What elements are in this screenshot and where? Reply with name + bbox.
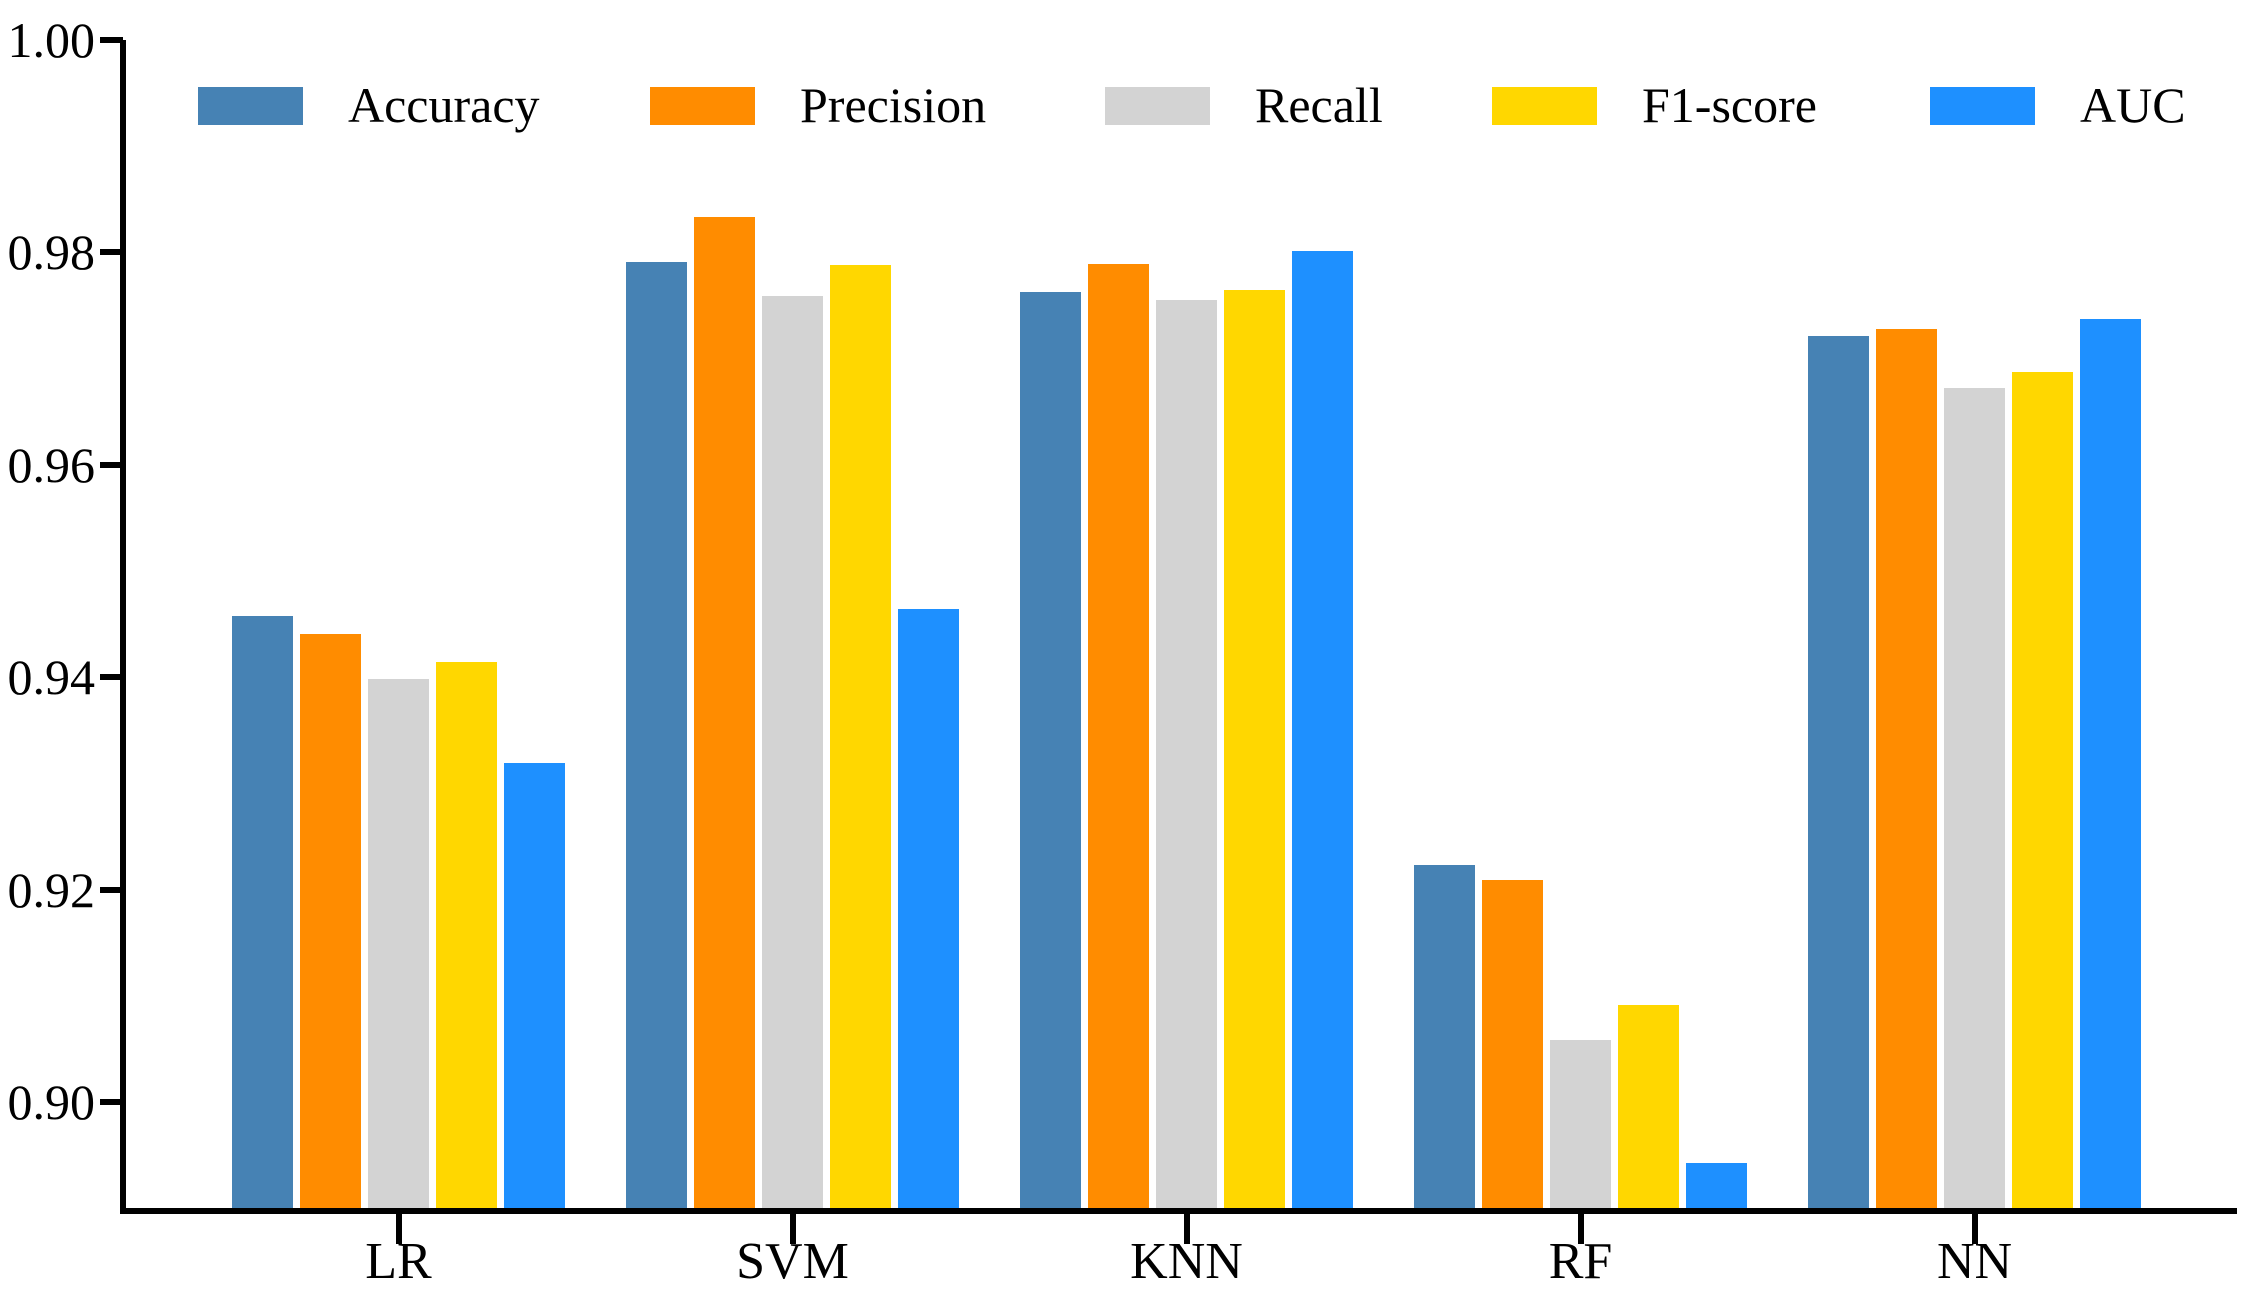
legend-swatch-precision: [650, 87, 755, 125]
y-tick-mark: [100, 37, 123, 43]
bar-auc-svm: [897, 609, 959, 1208]
bar-accuracy-knn: [1020, 291, 1082, 1208]
legend-swatch-accuracy: [198, 87, 303, 125]
legend-label-auc: AUC: [2080, 77, 2186, 133]
y-tick-label: 0.96: [7, 436, 96, 493]
bar-recall-lr: [368, 679, 429, 1208]
bar-f1-score-svm: [829, 265, 891, 1208]
y-tick-mark: [100, 249, 123, 256]
bar-precision-knn: [1088, 264, 1150, 1208]
y-tick-label: 0.94: [7, 649, 96, 706]
y-tick-mark: [100, 461, 123, 468]
bar-f1-score-knn: [1223, 289, 1285, 1208]
y-tick-label: 1.00: [7, 12, 96, 68]
legend-swatch-recall: [1105, 87, 1210, 125]
bar-precision-svm: [694, 217, 756, 1208]
y-tick-mark: [100, 674, 123, 681]
bar-auc-rf: [1685, 1162, 1747, 1208]
bar-auc-nn: [2079, 319, 2141, 1208]
bar-recall-rf: [1550, 1040, 1611, 1208]
x-tick-mark: [1577, 1214, 1584, 1244]
y-tick-label: 0.98: [7, 224, 96, 281]
y-tick-mark: [100, 886, 123, 893]
bar-auc-knn: [1291, 251, 1353, 1208]
legend-label-recall: Recall: [1255, 77, 1383, 133]
x-tick-label-lr: LR: [365, 1233, 432, 1290]
x-tick-mark: [395, 1214, 402, 1244]
bar-f1-score-lr: [435, 662, 497, 1208]
legend-label-precision: Precision: [800, 77, 987, 133]
bar-accuracy-lr: [232, 615, 294, 1208]
bar-accuracy-rf: [1414, 865, 1476, 1208]
x-tick-mark: [1183, 1214, 1190, 1244]
bar-recall-nn: [1944, 388, 2005, 1208]
bar-precision-rf: [1482, 880, 1544, 1208]
bar-f1-score-rf: [1617, 1005, 1679, 1208]
y-axis-spine: [120, 40, 126, 1214]
bar-accuracy-nn: [1808, 336, 1870, 1208]
legend-label-accuracy: Accuracy: [348, 77, 540, 133]
bar-recall-knn: [1156, 300, 1217, 1208]
x-tick-label-knn: KNN: [1130, 1233, 1243, 1290]
bar-recall-svm: [762, 295, 823, 1208]
y-tick-label: 0.90: [7, 1074, 96, 1130]
x-tick-mark: [1971, 1214, 1978, 1244]
y-tick-mark: [100, 1099, 123, 1105]
legend-swatch-auc: [1930, 87, 2035, 125]
x-tick-label-rf: RF: [1548, 1233, 1613, 1290]
bar-precision-nn: [1876, 328, 1938, 1208]
x-tick-label-nn: NN: [1936, 1233, 2013, 1290]
x-tick-mark: [789, 1214, 796, 1244]
bar-precision-lr: [300, 633, 362, 1208]
legend-label-f1-score: F1-score: [1642, 77, 1817, 133]
x-axis-spine: [120, 1208, 2237, 1214]
bar-f1-score-nn: [2011, 372, 2073, 1208]
x-tick-label-svm: SVM: [736, 1233, 849, 1290]
legend-swatch-f1-score: [1492, 87, 1597, 125]
y-tick-label: 0.92: [7, 861, 96, 918]
bar-accuracy-svm: [626, 262, 688, 1208]
bar-auc-lr: [503, 763, 565, 1208]
